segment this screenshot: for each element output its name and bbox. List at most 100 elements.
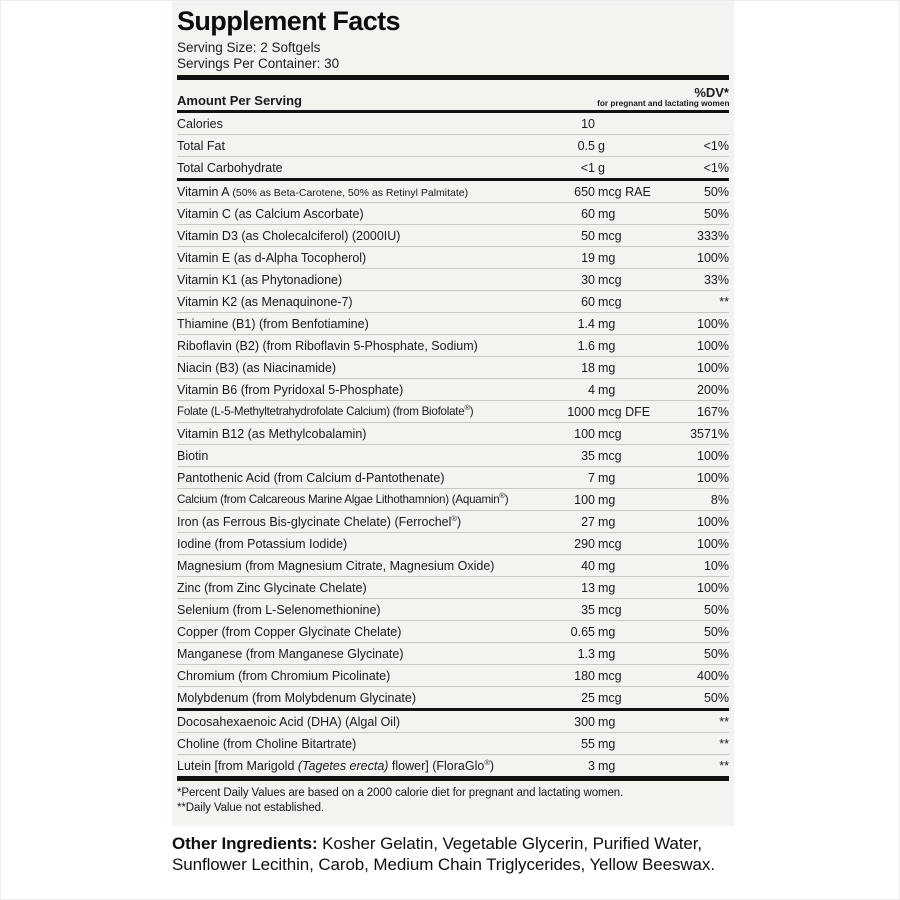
- nutrient-daily-value: 100%: [697, 514, 729, 529]
- nutrient-amount: 40: [581, 558, 595, 573]
- fact-row: Molybdenum (from Molybdenum Glycinate) 25…: [177, 687, 729, 708]
- fact-row: Vitamin C (as Calcium Ascorbate) 60 mg 50%: [177, 203, 729, 225]
- nutrient-name: Vitamin A (50% as Beta-Carotene, 50% as …: [177, 184, 469, 199]
- nutrient-unit: mg: [598, 338, 616, 353]
- column-header-row: Amount Per Serving %DV* for pregnant and…: [177, 80, 729, 110]
- nutrient-name: Manganese (from Manganese Glycinate): [177, 646, 404, 661]
- nutrient-amount: 100: [574, 492, 595, 507]
- section-divider: [177, 178, 729, 181]
- fact-row: Vitamin K1 (as Phytonadione) 30 mcg 33%: [177, 269, 729, 291]
- fact-row: Iodine (from Potassium Iodide) 290 mcg 100%: [177, 533, 729, 555]
- fact-row: Magnesium (from Magnesium Citrate, Magne…: [177, 555, 729, 577]
- nutrient-amount: <1: [580, 160, 595, 175]
- fact-row: Folate (L-5-Methyltetrahydrofolate Calci…: [177, 401, 729, 423]
- nutrient-amount: 55: [581, 736, 595, 751]
- fact-row: Niacin (B3) (as Niacinamide) 18 mg 100%: [177, 357, 729, 379]
- nutrient-unit: mg: [598, 714, 616, 729]
- section-divider: [177, 776, 729, 781]
- nutrient-name: Niacin (B3) (as Niacinamide): [177, 360, 337, 375]
- fact-row: Biotin 35 mcg 100%: [177, 445, 729, 467]
- nutrient-unit: mcg RAE: [598, 184, 651, 199]
- nutrient-unit: mcg: [598, 272, 622, 287]
- nutrient-unit: mcg: [598, 668, 622, 683]
- nutrient-amount: 19: [581, 250, 595, 265]
- nutrient-daily-value: 400%: [697, 668, 729, 683]
- nutrient-unit: g: [598, 138, 605, 153]
- nutrient-daily-value: **: [719, 758, 729, 773]
- fact-row: Pantothenic Acid (from Calcium d-Pantoth…: [177, 467, 729, 489]
- nutrient-name: Total Carbohydrate: [177, 160, 283, 175]
- nutrient-amount: 180: [574, 668, 595, 683]
- nutrient-unit: mcg: [598, 294, 622, 309]
- serving-size: Serving Size: 2 Softgels: [177, 40, 321, 55]
- fact-row: Choline (from Choline Bitartrate) 55 mg **: [177, 733, 729, 755]
- nutrient-name: Riboflavin (B2) (from Riboflavin 5-Phosp…: [177, 338, 478, 353]
- nutrient-daily-value: 100%: [697, 360, 729, 375]
- nutrient-name: Vitamin D3 (as Cholecalciferol) (2000IU): [177, 228, 401, 243]
- nutrient-daily-value: 50%: [703, 646, 729, 661]
- nutrient-name: Docosahexaenoic Acid (DHA) (Algal Oil): [177, 714, 401, 729]
- nutrient-unit: mg: [598, 360, 616, 375]
- nutrient-unit: mg: [598, 382, 616, 397]
- nutrient-name: Copper (from Copper Glycinate Chelate): [177, 624, 402, 639]
- nutrient-daily-value: **: [719, 294, 729, 309]
- nutrient-name: Biotin: [177, 448, 209, 463]
- fact-row: Docosahexaenoic Acid (DHA) (Algal Oil) 30…: [177, 711, 729, 733]
- nutrient-daily-value: 333%: [697, 228, 729, 243]
- fact-row: Selenium (from L-Selenomethionine) 35 mcg 5…: [177, 599, 729, 621]
- fact-row: Riboflavin (B2) (from Riboflavin 5-Phosp…: [177, 335, 729, 357]
- nutrient-daily-value: 3571%: [690, 426, 729, 441]
- nutrient-daily-value: 100%: [697, 580, 729, 595]
- footnote-percent-dv: *Percent Daily Values are based on a 200…: [177, 787, 624, 799]
- nutrient-unit: mcg: [598, 690, 622, 705]
- fact-row: Manganese (from Manganese Glycinate) 1.3 m…: [177, 643, 729, 665]
- fact-row: Calories 10: [177, 113, 729, 135]
- nutrient-daily-value: 50%: [703, 206, 729, 221]
- fact-row: Total Carbohydrate <1 g <1%: [177, 157, 729, 178]
- nutrient-unit: mg: [598, 558, 616, 573]
- nutrient-amount: 50: [581, 228, 595, 243]
- nutrient-amount: 650: [574, 184, 595, 199]
- nutrient-amount: 1.3: [577, 646, 595, 661]
- fact-row: Iron (as Ferrous Bis-glycinate Chelate) …: [177, 511, 729, 533]
- nutrient-unit: g: [598, 160, 605, 175]
- fact-row: Vitamin E (as d-Alpha Tocopherol) 19 mg 100…: [177, 247, 729, 269]
- other-ingredients-text: Kosher Gelatin, Vegetable Glycerin, Puri…: [172, 834, 715, 874]
- nutrient-amount: 18: [581, 360, 595, 375]
- nutrient-unit: mg: [598, 250, 616, 265]
- nutrient-daily-value: **: [719, 714, 729, 729]
- nutrient-amount: 10: [581, 116, 595, 131]
- fact-row: Zinc (from Zinc Glycinate Chelate) 13 mg 10…: [177, 577, 729, 599]
- nutrient-name: Iodine (from Potassium Iodide): [177, 536, 348, 551]
- nutrient-name: Pantothenic Acid (from Calcium d-Pantoth…: [177, 470, 445, 485]
- nutrient-daily-value: 50%: [703, 184, 729, 199]
- nutrient-amount: 13: [581, 580, 595, 595]
- nutrient-amount: 1.4: [577, 316, 595, 331]
- nutrient-name: Calcium (from Calcareous Marine Algae Li…: [177, 491, 509, 506]
- nutrient-name: Vitamin E (as d-Alpha Tocopherol): [177, 250, 367, 265]
- nutrient-unit: mg: [598, 470, 616, 485]
- nutrient-name: Choline (from Choline Bitartrate): [177, 736, 357, 751]
- nutrient-name: Total Fat: [177, 138, 225, 153]
- nutrient-unit: mcg: [598, 426, 622, 441]
- nutrient-daily-value: 8%: [710, 492, 729, 507]
- nutrient-unit: mcg: [598, 602, 622, 617]
- nutrient-name: Thiamine (B1) (from Benfotiamine): [177, 316, 369, 331]
- nutrient-amount: 0.65: [570, 624, 595, 639]
- nutrient-daily-value: 100%: [697, 448, 729, 463]
- nutrient-amount: 60: [581, 206, 595, 221]
- amount-per-serving-header: Amount Per Serving: [177, 93, 302, 108]
- nutrient-name: Chromium (from Chromium Picolinate): [177, 668, 391, 683]
- nutrient-amount: 1000: [567, 404, 595, 419]
- nutrient-amount: 290: [574, 536, 595, 551]
- nutrient-unit: mg: [598, 736, 616, 751]
- nutrient-unit: mcg: [598, 448, 622, 463]
- fact-row: Calcium (from Calcareous Marine Algae Li…: [177, 489, 729, 511]
- section-divider: [177, 708, 729, 711]
- nutrient-name: Magnesium (from Magnesium Citrate, Magne…: [177, 558, 495, 573]
- nutrient-name: Calories: [177, 116, 223, 131]
- nutrient-amount: 0.5: [577, 138, 595, 153]
- nutrient-daily-value: 10%: [703, 558, 729, 573]
- nutrient-unit: mg: [598, 758, 616, 773]
